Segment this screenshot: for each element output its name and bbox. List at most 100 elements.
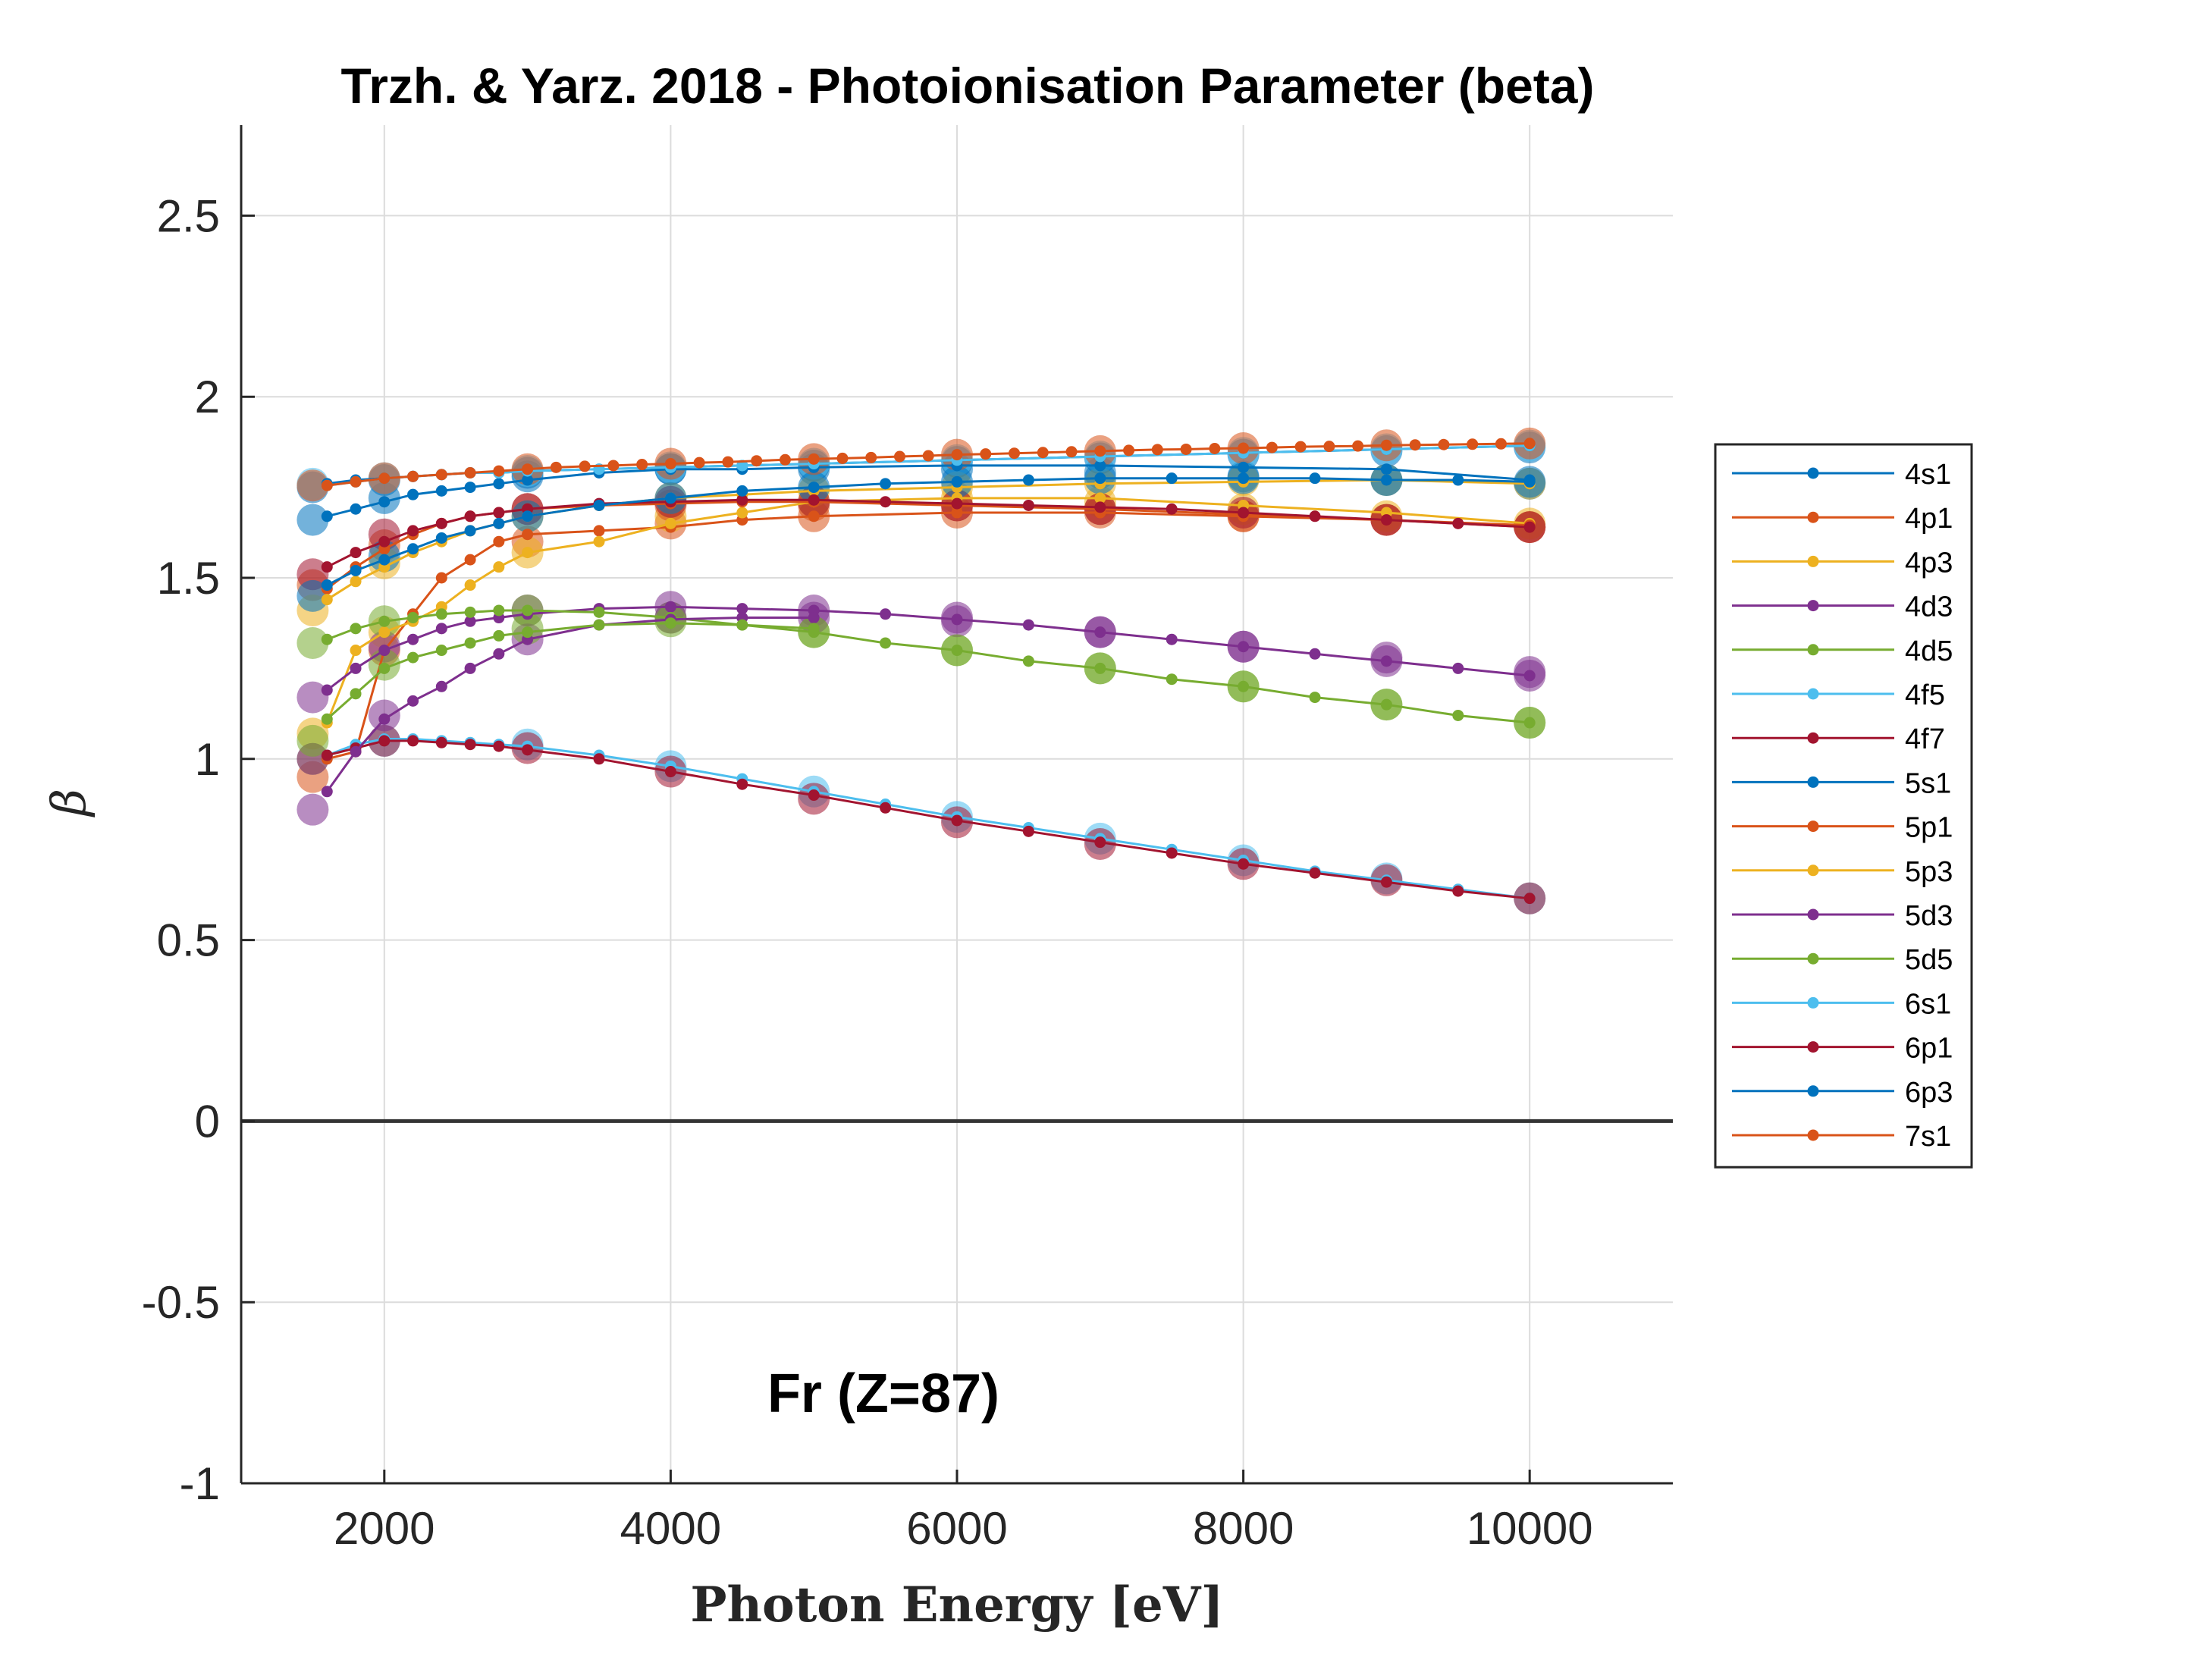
series-4f7-line (326, 739, 1530, 900)
legend-label: 4s1 (1905, 459, 1951, 491)
legend-marker (1807, 688, 1819, 700)
series-4p3-point (378, 626, 391, 639)
series-4f7-point (378, 735, 391, 747)
series-6p3-point (1452, 474, 1464, 486)
series-5d5-point (407, 651, 419, 664)
series-6p1-point (1309, 510, 1321, 522)
series-4d3-point (1523, 670, 1536, 682)
series-5d3-point (464, 662, 476, 674)
legend-label: 4d3 (1905, 591, 1953, 623)
series-5d3-marker (297, 793, 329, 826)
series-6p3-point (736, 485, 748, 497)
series-5d5-point (464, 637, 476, 649)
series-4d5-point (522, 604, 534, 617)
series-4d3-point (951, 613, 963, 626)
series-6p1-point (464, 510, 476, 522)
legend-marker (1807, 776, 1819, 788)
legend-item: 4d5 (1732, 635, 1953, 667)
series-4f7-point (1452, 885, 1464, 897)
series-5d5-point (378, 662, 391, 674)
legend-item: 4p1 (1732, 503, 1953, 535)
series-7s1-point (1352, 440, 1364, 452)
series-5s1-point (378, 496, 391, 508)
legend-item: 4d3 (1732, 591, 1953, 623)
series-6p3-point (493, 517, 505, 529)
element-annotation: Fr (Z=87) (767, 1363, 999, 1424)
legend-item: 7s1 (1732, 1121, 1951, 1153)
series-6p3-point (378, 554, 391, 566)
legend-label: 6p1 (1905, 1033, 1953, 1065)
series-7s1-point (751, 455, 763, 467)
series-6p3-point (350, 564, 362, 576)
legend-marker (1807, 600, 1819, 612)
series-5s1-point (522, 474, 534, 486)
series-6p1-point (435, 517, 447, 529)
series-6p3-point (1309, 472, 1321, 485)
series-5s1-point (1094, 460, 1106, 472)
y-tick-label: -0.5 (142, 1277, 220, 1328)
series-4f7-point (493, 740, 505, 752)
series-6p3-point (1238, 472, 1250, 485)
series-4p3-point (464, 579, 476, 591)
legend-item: 4f7 (1732, 723, 1945, 755)
series-4d3-point (350, 662, 362, 674)
series-6p1-point (1238, 507, 1250, 519)
series-7s1-point (1009, 447, 1021, 460)
series-6p3-point (1022, 474, 1034, 486)
legend-item: 6p1 (1732, 1033, 1953, 1065)
series-5d3-point (350, 745, 362, 758)
series-4d5-point (1380, 698, 1392, 711)
legend-label: 4p1 (1905, 503, 1953, 535)
series-4d3-point (435, 623, 447, 635)
legend-item: 4f5 (1732, 679, 1945, 711)
series-7s1-point (1180, 443, 1192, 455)
series-5s1-point (1380, 463, 1392, 475)
series-7s1-point (1438, 438, 1450, 450)
series-7s1-point (1409, 439, 1421, 451)
series-4d3-point (880, 608, 892, 620)
series-6p1-point (951, 497, 963, 510)
series-4f5-line (326, 738, 1530, 900)
series-7s1-point (1094, 445, 1106, 457)
series-7s1-point (722, 456, 734, 468)
series-6p3-point (880, 478, 892, 490)
series-4d5-point (464, 606, 476, 618)
legend-label: 6p3 (1905, 1077, 1953, 1109)
legend-marker (1807, 821, 1819, 833)
series-6p1-point (1094, 501, 1106, 513)
series-4f7-point (407, 735, 419, 747)
series-7s1-point (1123, 444, 1135, 457)
y-tick-label: 2.5 (157, 190, 220, 241)
series-5d5-point (493, 629, 505, 642)
y-tick-label: 0 (195, 1096, 220, 1147)
legend-marker (1807, 555, 1819, 567)
y-axis-label: β (41, 789, 96, 817)
series-7s1-point (1523, 438, 1536, 450)
series-5s1-point (493, 478, 505, 490)
series-4p3-point (1094, 492, 1106, 504)
x-axis-label: Photon Energy [eV] (690, 1577, 1223, 1633)
series-4f7-point (880, 802, 892, 814)
series-7s1-point (1065, 446, 1078, 458)
series-5d3-point (435, 680, 447, 692)
series-7s1 (321, 438, 1536, 491)
series-6p1-point (1452, 517, 1464, 529)
series-4d3-point (1238, 641, 1250, 653)
series-4d3-marker (297, 681, 329, 714)
series-4f7-point (1523, 893, 1536, 905)
series-4p1-point (593, 525, 605, 537)
series-4d3-point (1094, 626, 1106, 639)
series-4d3-point (464, 615, 476, 627)
series-7s1-point (350, 475, 362, 488)
series-5s1-point (407, 488, 419, 500)
series-4f7-point (1022, 825, 1034, 837)
legend-label: 5d5 (1905, 944, 1953, 976)
series-4p3-point (493, 561, 505, 573)
y-tick-label: -1 (180, 1458, 220, 1509)
series-4d3-point (407, 633, 419, 645)
legend-item: 5p1 (1732, 812, 1953, 844)
series-4d3-point (321, 684, 333, 696)
series-4f7-point (808, 789, 820, 802)
y-tick-label: 1 (195, 734, 220, 785)
series-6p1-point (407, 525, 419, 537)
